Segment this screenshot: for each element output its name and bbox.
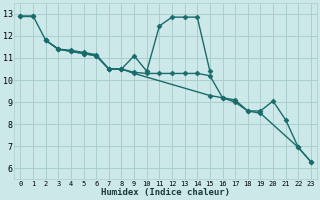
X-axis label: Humidex (Indice chaleur): Humidex (Indice chaleur) — [101, 188, 230, 197]
